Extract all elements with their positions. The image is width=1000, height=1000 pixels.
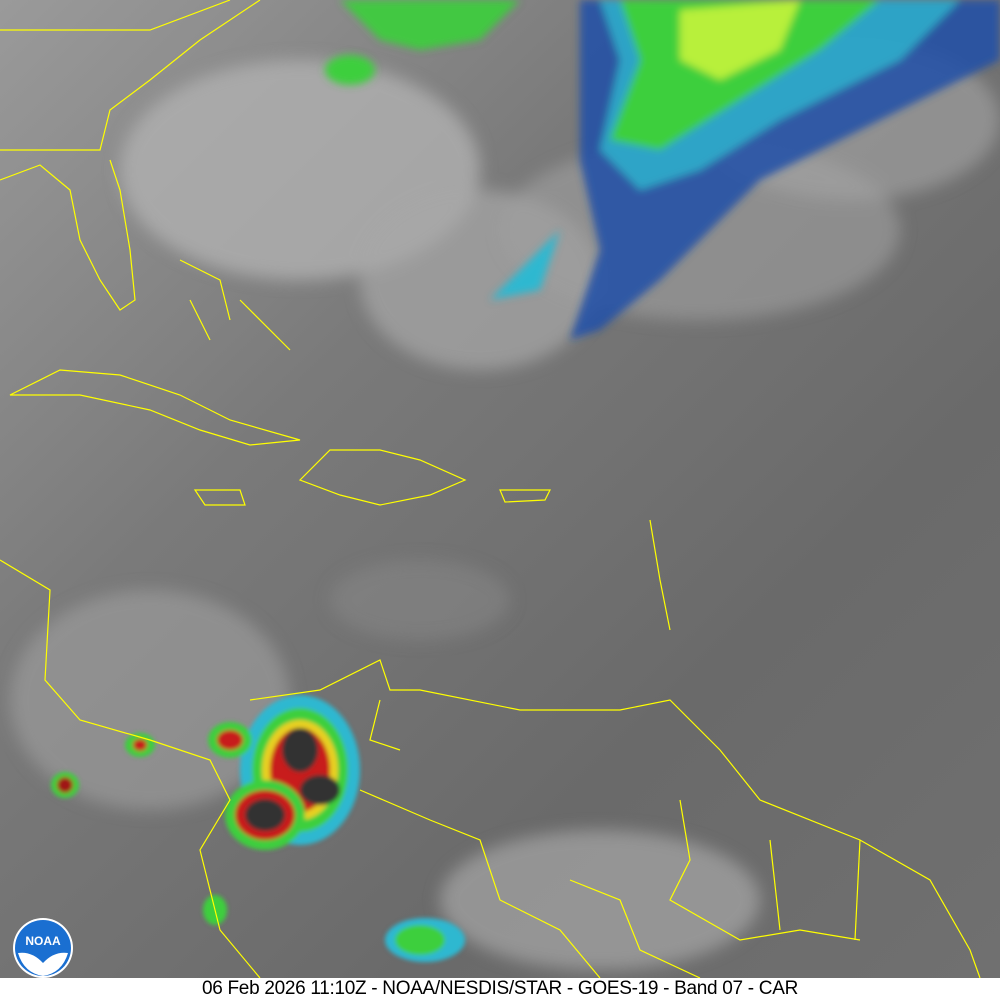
coastlines-borders [0, 0, 981, 978]
satellite-image [0, 0, 1000, 978]
noaa-logo: NOAA [13, 918, 73, 978]
svg-text:NOAA: NOAA [25, 934, 61, 948]
convective-cloud-tops-north [325, 0, 1000, 340]
convective-cloud-tops-south [51, 695, 465, 962]
image-caption: 06 Feb 2026 11:10Z - NOAA/NESDIS/STAR - … [0, 978, 1000, 1000]
